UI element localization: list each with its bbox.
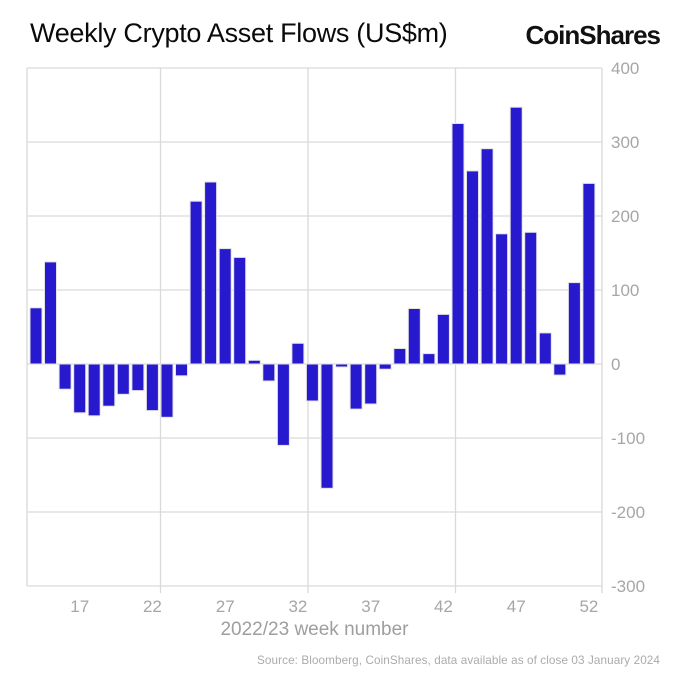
x-axis-label-42: 42	[434, 597, 453, 616]
y-axis-label--300: -300	[611, 577, 645, 596]
bar-week-25	[189, 200, 203, 365]
x-axis-label-37: 37	[361, 597, 380, 616]
x-axis-label-47: 47	[507, 597, 526, 616]
bar-week-32	[291, 342, 305, 365]
bar-week-40	[407, 308, 421, 365]
bar-week-34	[320, 363, 334, 489]
page-title: Weekly Crypto Asset Flows (US$m)	[30, 18, 448, 48]
y-axis-label-200: 200	[611, 207, 639, 226]
bar-week-28	[233, 256, 247, 365]
bar-week-51	[567, 282, 581, 365]
bar-week-18	[87, 363, 101, 417]
bar-week-23	[160, 363, 174, 418]
bar-week-50	[553, 363, 567, 376]
bar-week-26	[204, 181, 218, 365]
bar-week-16	[58, 363, 72, 390]
y-axis-label-100: 100	[611, 281, 639, 300]
bar-week-22	[145, 363, 159, 412]
bar-week-36	[349, 363, 363, 410]
bar-week-42	[436, 313, 450, 365]
bar-week-27	[218, 248, 232, 365]
bar-week-47	[509, 106, 523, 365]
bar-week-46	[495, 233, 509, 365]
y-axis-label--200: -200	[611, 503, 645, 522]
bar-week-29	[247, 359, 261, 365]
x-axis-label-52: 52	[579, 597, 598, 616]
bar-week-31	[276, 363, 290, 446]
x-axis-label-32: 32	[288, 597, 307, 616]
bar-week-19	[102, 363, 116, 407]
bar-week-39	[393, 348, 407, 365]
bar-week-33	[305, 363, 319, 402]
bar-week-21	[131, 363, 145, 392]
coinshares-logo: CoinShares	[525, 20, 661, 50]
bar-week-15	[44, 261, 57, 365]
x-axis-title: 2022/23 week number	[220, 619, 409, 640]
y-axis-label-400: 400	[611, 59, 639, 78]
bar-week-20	[116, 363, 130, 395]
bar-week-38	[378, 363, 392, 370]
bar-week-24	[175, 363, 188, 377]
bar-week-49	[538, 332, 552, 365]
bar-week-43	[451, 123, 465, 365]
bar-week-44	[466, 170, 479, 365]
bar-week-17	[73, 363, 87, 414]
x-axis-label-22: 22	[143, 597, 162, 616]
y-axis-label-0: 0	[611, 355, 620, 374]
bar-week-30	[262, 363, 276, 382]
bar-week-52	[582, 182, 596, 365]
y-axis-label--100: -100	[611, 429, 645, 448]
y-axis-label-300: 300	[611, 133, 639, 152]
bar-week-45	[480, 148, 494, 365]
x-axis-label-17: 17	[70, 597, 89, 616]
bar-week-14	[29, 307, 43, 365]
bar-week-48	[524, 231, 538, 365]
bar-week-37	[364, 363, 378, 405]
x-axis-label-27: 27	[216, 597, 235, 616]
bar-week-35	[335, 363, 349, 368]
bar-week-41	[422, 353, 436, 365]
source-note: Source: Bloomberg, CoinShares, data avai…	[257, 654, 660, 667]
